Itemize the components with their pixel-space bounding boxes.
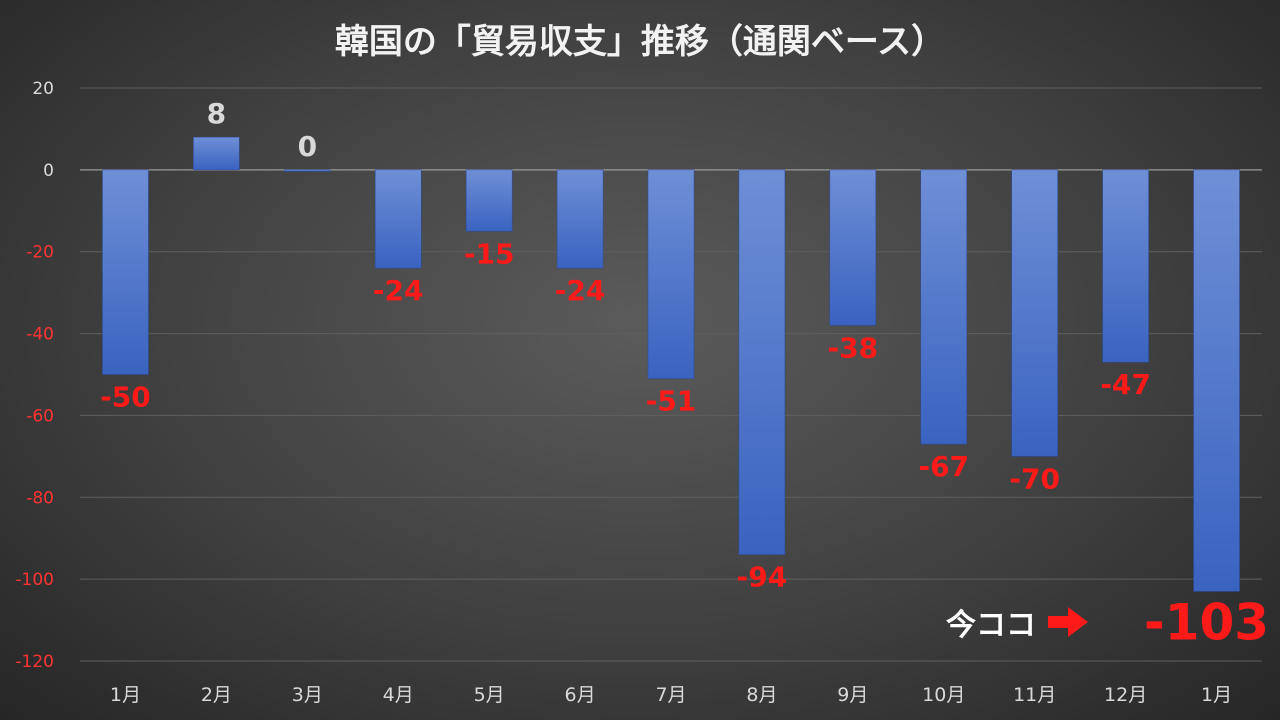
data-label: -70	[1009, 462, 1060, 495]
data-label: -15	[464, 237, 515, 270]
y-tick-label: -40	[26, 325, 54, 345]
y-tick-label: -100	[15, 570, 54, 590]
bar	[647, 169, 695, 379]
bar	[556, 169, 604, 269]
x-tick-label: 7月	[655, 684, 686, 706]
y-tick-label: -80	[26, 488, 54, 508]
x-tick-label: 9月	[837, 684, 868, 706]
x-tick-label: 1月	[1201, 684, 1232, 706]
x-tick-label: 12月	[1104, 684, 1147, 706]
y-tick-label: 20	[32, 79, 54, 99]
data-label: -103	[1144, 593, 1269, 651]
x-tick-label: 3月	[292, 684, 323, 706]
data-label: -38	[828, 331, 879, 364]
arrow-right-icon	[1048, 607, 1088, 637]
bar	[1011, 169, 1058, 457]
bar	[465, 169, 513, 232]
data-label: -50	[100, 381, 151, 414]
bar	[102, 169, 149, 375]
chart-title: 韓国の「貿易収支」推移（通関ベース）	[334, 22, 946, 62]
x-tick-label: 8月	[746, 684, 777, 706]
bar	[193, 136, 240, 171]
callout-text: 今ココ	[946, 608, 1036, 643]
bar	[920, 169, 968, 445]
y-tick-label: -120	[15, 652, 54, 672]
x-tick-label: 4月	[383, 684, 414, 706]
current-position-callout: 今ココ	[946, 600, 1088, 644]
data-label: -24	[555, 274, 606, 307]
y-tick-label: 0	[43, 161, 54, 181]
bar	[1193, 169, 1240, 592]
x-tick-label: 1月	[110, 684, 141, 706]
data-label: 8	[207, 97, 226, 130]
data-label: -94	[737, 561, 788, 594]
data-label: -67	[918, 450, 969, 483]
bar	[374, 169, 422, 269]
bar	[738, 169, 786, 555]
data-label: -47	[1100, 368, 1151, 401]
x-tick-label: 5月	[474, 684, 505, 706]
data-label: 0	[298, 130, 317, 163]
bar	[1102, 169, 1149, 363]
x-tick-label: 10月	[922, 684, 965, 706]
bar	[284, 169, 331, 172]
x-tick-label: 6月	[565, 684, 596, 706]
bar	[829, 169, 877, 326]
data-label: -51	[646, 385, 697, 418]
y-tick-label: -60	[26, 406, 54, 426]
x-tick-label: 11月	[1013, 684, 1056, 706]
y-tick-label: -20	[26, 243, 54, 263]
x-tick-label: 2月	[201, 684, 232, 706]
data-label: -24	[373, 274, 424, 307]
